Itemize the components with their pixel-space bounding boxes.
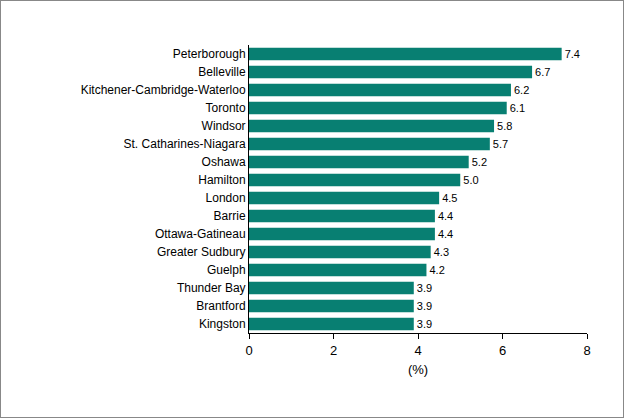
svg-text:Oshawa: Oshawa bbox=[202, 155, 246, 169]
svg-text:8: 8 bbox=[583, 343, 590, 358]
svg-text:Belleville: Belleville bbox=[198, 65, 246, 79]
svg-text:St. Catharines-Niagara: St. Catharines-Niagara bbox=[124, 137, 246, 151]
svg-text:0: 0 bbox=[245, 343, 252, 358]
svg-text:Brantford: Brantford bbox=[196, 299, 245, 313]
svg-text:3.9: 3.9 bbox=[417, 300, 432, 312]
svg-text:(%): (%) bbox=[408, 362, 428, 377]
svg-text:6: 6 bbox=[499, 343, 506, 358]
svg-text:3.9: 3.9 bbox=[417, 318, 432, 330]
svg-text:Guelph: Guelph bbox=[207, 263, 246, 277]
svg-text:5.0: 5.0 bbox=[463, 174, 478, 186]
svg-text:5.8: 5.8 bbox=[497, 120, 512, 132]
svg-text:4.4: 4.4 bbox=[438, 228, 453, 240]
svg-text:7.4: 7.4 bbox=[565, 48, 580, 60]
svg-text:3.9: 3.9 bbox=[417, 282, 432, 294]
svg-text:London: London bbox=[206, 191, 246, 205]
svg-text:2: 2 bbox=[330, 343, 337, 358]
svg-text:5.7: 5.7 bbox=[493, 138, 508, 150]
svg-text:Toronto: Toronto bbox=[206, 101, 246, 115]
svg-text:Barrie: Barrie bbox=[214, 209, 246, 223]
svg-text:5.2: 5.2 bbox=[472, 156, 487, 168]
svg-text:Thunder Bay: Thunder Bay bbox=[177, 281, 246, 295]
svg-text:6.7: 6.7 bbox=[535, 66, 550, 78]
svg-text:Windsor: Windsor bbox=[202, 119, 246, 133]
svg-text:4.4: 4.4 bbox=[438, 210, 453, 222]
svg-text:Greater Sudbury: Greater Sudbury bbox=[157, 245, 246, 259]
svg-text:6.1: 6.1 bbox=[510, 102, 525, 114]
svg-text:6.2: 6.2 bbox=[514, 84, 529, 96]
svg-text:4.5: 4.5 bbox=[442, 192, 457, 204]
svg-text:4.3: 4.3 bbox=[434, 246, 449, 258]
svg-text:Kitchener-Cambridge-Waterloo: Kitchener-Cambridge-Waterloo bbox=[81, 83, 246, 97]
svg-text:Ottawa-Gatineau: Ottawa-Gatineau bbox=[155, 227, 246, 241]
svg-text:4.2: 4.2 bbox=[429, 264, 444, 276]
svg-text:Peterborough: Peterborough bbox=[173, 47, 246, 61]
svg-text:Hamilton: Hamilton bbox=[198, 173, 245, 187]
svg-text:Kingston: Kingston bbox=[199, 317, 246, 331]
svg-text:4: 4 bbox=[414, 343, 421, 358]
